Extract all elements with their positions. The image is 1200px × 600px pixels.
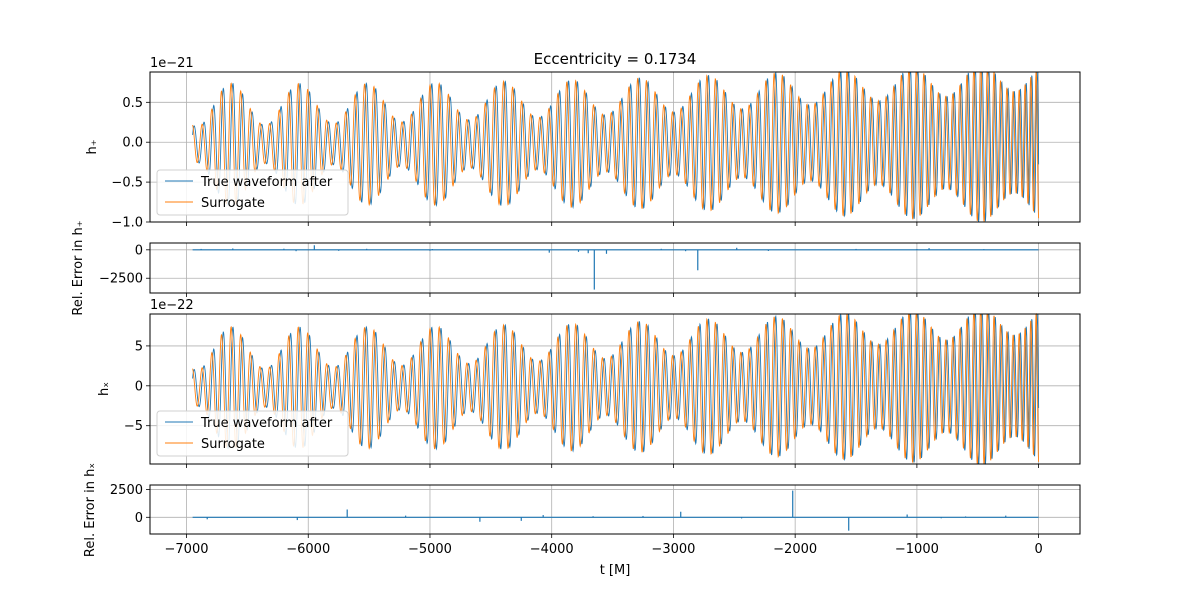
series-line-true-waveform [192, 313, 1040, 465]
offset-text-hcross: 1e−22 [150, 298, 194, 313]
x-tick-label: −1000 [895, 542, 939, 557]
ylabel-hcross: hₓ [97, 382, 112, 396]
panel-err-cross: 0 2500 −7000 −6000 −5000 −4000 −3000 −2000 −100… [83, 463, 1081, 557]
panel-hplus: −1.0 −0.5 0.0 0.5 1e−21 h₊ True waveform af… [85, 56, 1081, 231]
axes-frame-err-cross [149, 484, 1081, 535]
legend-label-true: True waveform after [200, 416, 333, 431]
panel-err-plus: −2500 0 Rel. Error in h₊ [71, 220, 1081, 316]
offset-text-hplus: 1e−21 [150, 56, 194, 71]
ylabel-err-plus: Rel. Error in h₊ [71, 220, 86, 315]
y-tick-label: −0.5 [111, 176, 143, 191]
axes-frame-err-plus [149, 242, 1081, 294]
y-tick-label: 0.5 [122, 96, 143, 111]
panel-hcross: −5 0 5 1e−22 hₓ True waveform after Surrog… [97, 298, 1081, 468]
chart-title: Eccentricity = 0.1734 [534, 50, 697, 68]
y-tick-label: 0 [135, 379, 143, 394]
x-tick-label: −7000 [165, 542, 209, 557]
axes-frame-hcross [149, 313, 1081, 465]
x-axis-label: t [M] [600, 563, 631, 578]
axes-frame-hplus [149, 71, 1081, 223]
legend-label-surrogate: Surrogate [201, 437, 265, 452]
y-tick-label: 0.0 [122, 136, 143, 151]
y-tick-label: 2500 [110, 483, 143, 498]
series-line-true-waveform [192, 71, 1040, 222]
ylabel-err-cross: Rel. Error in hₓ [83, 463, 98, 557]
x-tick-label: 0 [1034, 542, 1042, 557]
legend-hcross: True waveform after Surrogate [156, 410, 349, 457]
y-tick-label: −2500 [99, 272, 143, 287]
series-line-surrogate [192, 71, 1040, 222]
x-tick-label: −6000 [286, 542, 330, 557]
y-tick-label: −5 [124, 419, 143, 434]
y-tick-label: 5 [135, 339, 143, 354]
x-tick-label: −5000 [408, 542, 452, 557]
legend-hplus: True waveform after Surrogate [156, 169, 349, 216]
y-tick-label: −1.0 [111, 216, 143, 231]
x-tick-label: −3000 [651, 542, 695, 557]
y-tick-label: 0 [135, 243, 143, 258]
series-line-surrogate [192, 312, 1040, 465]
x-tick-label: −4000 [530, 542, 574, 557]
legend-label-true: True waveform after [200, 175, 333, 190]
x-tick-label: −2000 [773, 542, 817, 557]
legend-label-surrogate: Surrogate [201, 196, 265, 211]
ylabel-hplus: h₊ [85, 139, 100, 154]
y-tick-label: 0 [135, 511, 143, 526]
